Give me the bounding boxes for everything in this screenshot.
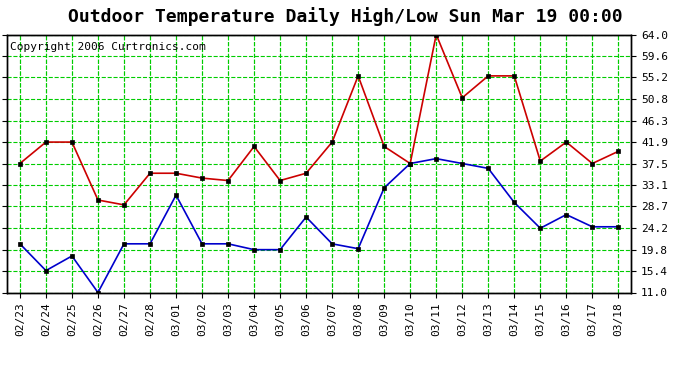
Text: Outdoor Temperature Daily High/Low Sun Mar 19 00:00: Outdoor Temperature Daily High/Low Sun M…: [68, 8, 622, 26]
Text: Copyright 2006 Curtronics.com: Copyright 2006 Curtronics.com: [10, 42, 206, 52]
